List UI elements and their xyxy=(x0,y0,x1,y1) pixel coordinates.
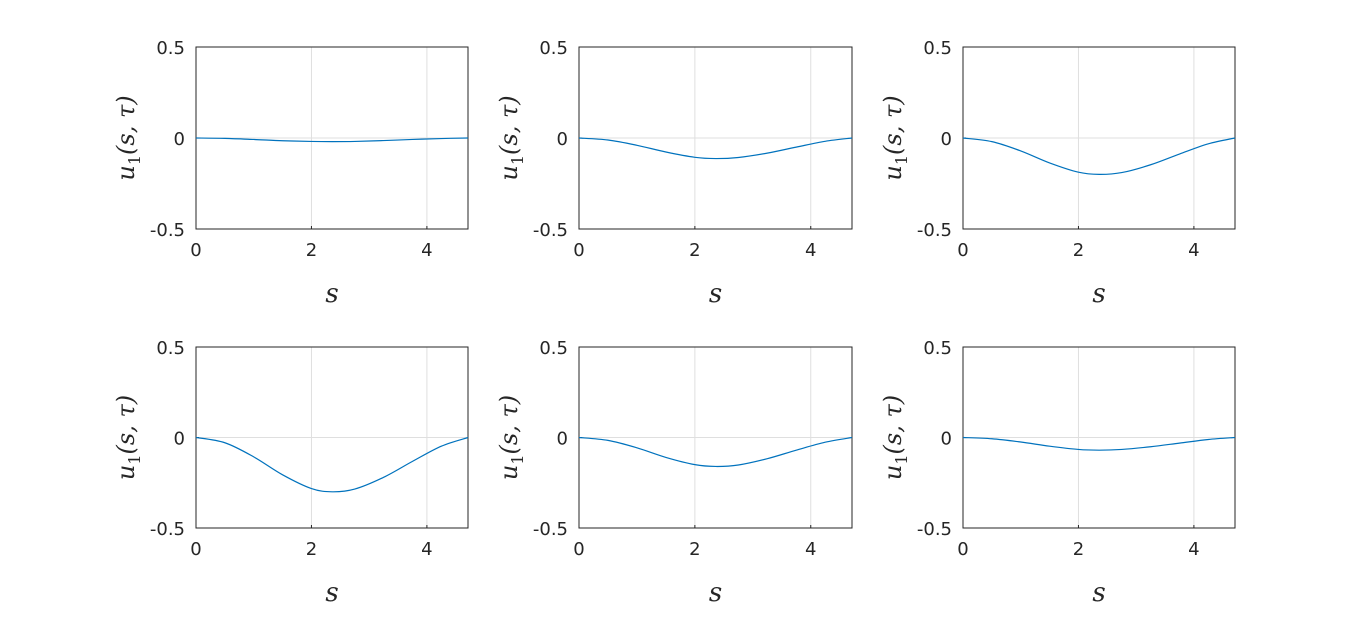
y-tick-label: 0 xyxy=(174,429,185,450)
x-tick-label: 4 xyxy=(1188,539,1199,560)
y-tick-label: -0.5 xyxy=(150,220,185,241)
series-line xyxy=(962,436,1236,451)
series-line xyxy=(195,137,469,143)
x-axis-label: s xyxy=(325,578,338,608)
y-tick-label: -0.5 xyxy=(533,519,568,540)
series-line xyxy=(195,436,469,493)
y-tick-label: 0.5 xyxy=(923,338,952,359)
x-tick-label: 0 xyxy=(957,240,968,261)
x-tick-label: 0 xyxy=(190,240,201,261)
x-tick-label: 0 xyxy=(190,539,201,560)
x-tick-label: 4 xyxy=(421,539,432,560)
x-tick-label: 2 xyxy=(1073,539,1084,560)
y-tick-label: 0 xyxy=(941,429,952,450)
x-axis-label: s xyxy=(709,578,722,608)
x-axis-label: s xyxy=(709,279,722,309)
x-tick-label: 4 xyxy=(1188,240,1199,261)
y-tick-label: 0 xyxy=(557,129,568,150)
series-line xyxy=(578,137,853,160)
x-tick-label: 2 xyxy=(306,240,317,261)
y-tick-label: 0 xyxy=(174,129,185,150)
y-tick-label: 0 xyxy=(557,429,568,450)
x-tick-label: 4 xyxy=(805,240,816,261)
x-axis-label: s xyxy=(325,279,338,309)
x-tick-label: 0 xyxy=(573,240,584,261)
y-tick-label: 0.5 xyxy=(539,338,568,359)
series-line xyxy=(962,137,1236,176)
y-tick-label: 0 xyxy=(941,129,952,150)
x-axis-label: s xyxy=(1092,578,1105,608)
series-line xyxy=(578,436,853,468)
x-axis-label: s xyxy=(1092,279,1105,309)
y-tick-label: -0.5 xyxy=(917,519,952,540)
y-axis-label: u1(s, τ) xyxy=(495,95,527,180)
y-tick-label: 0.5 xyxy=(156,38,185,59)
y-tick-label: -0.5 xyxy=(533,220,568,241)
y-axis-label: u1(s, τ) xyxy=(879,95,911,180)
y-axis-label: u1(s, τ) xyxy=(112,395,144,480)
x-tick-label: 2 xyxy=(306,539,317,560)
y-tick-label: -0.5 xyxy=(917,220,952,241)
x-tick-label: 0 xyxy=(573,539,584,560)
y-tick-label: 0.5 xyxy=(923,38,952,59)
y-tick-label: 0.5 xyxy=(539,38,568,59)
x-tick-label: 4 xyxy=(421,240,432,261)
y-tick-label: 0.5 xyxy=(156,338,185,359)
y-tick-label: -0.5 xyxy=(150,519,185,540)
y-axis-label: u1(s, τ) xyxy=(879,395,911,480)
x-tick-label: 2 xyxy=(1073,240,1084,261)
x-tick-label: 2 xyxy=(689,240,700,261)
y-axis-label: u1(s, τ) xyxy=(495,395,527,480)
x-tick-label: 4 xyxy=(805,539,816,560)
x-tick-label: 2 xyxy=(689,539,700,560)
x-tick-label: 0 xyxy=(957,539,968,560)
y-axis-label: u1(s, τ) xyxy=(112,95,144,180)
